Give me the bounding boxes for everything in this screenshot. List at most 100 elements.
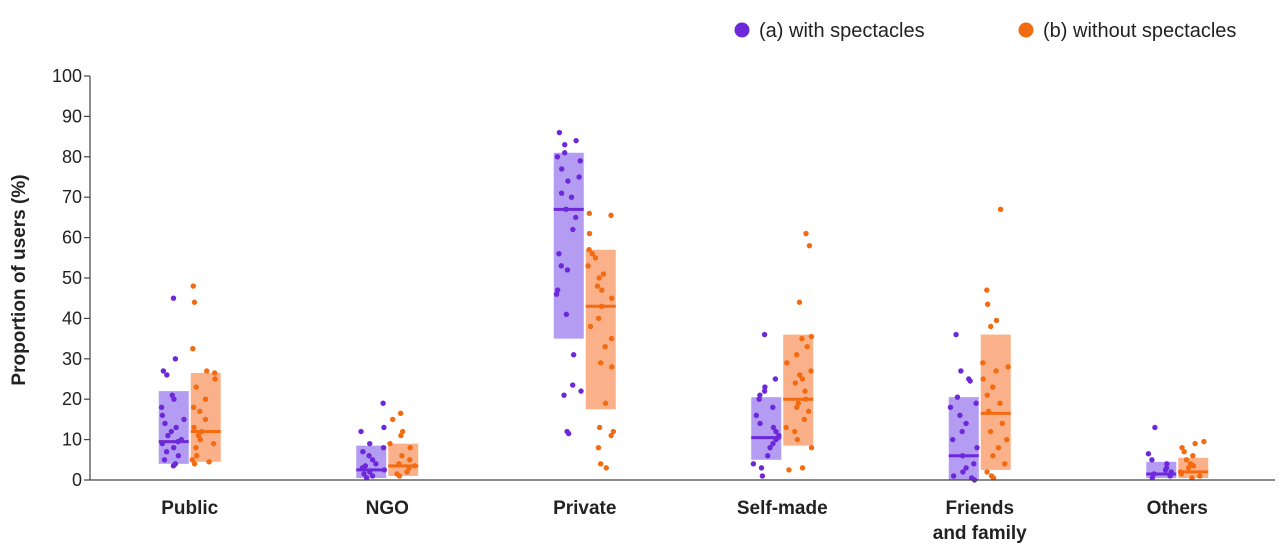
- y-tick-label: 20: [62, 389, 82, 409]
- data-point: [799, 376, 806, 382]
- data-point: [984, 301, 991, 307]
- data-point: [170, 463, 177, 469]
- iqr-band: [751, 397, 782, 460]
- data-point: [573, 214, 579, 221]
- data-point: [808, 368, 814, 374]
- data-point: [603, 465, 609, 471]
- data-point: [404, 469, 410, 475]
- data-point: [602, 400, 609, 406]
- data-point: [592, 255, 599, 261]
- data-point: [189, 457, 195, 463]
- data-point: [1197, 473, 1203, 479]
- y-tick-label: 60: [62, 228, 82, 248]
- data-point: [399, 428, 406, 435]
- data-point: [999, 420, 1005, 427]
- data-point: [565, 178, 571, 184]
- data-point: [595, 444, 602, 451]
- data-point: [193, 384, 199, 390]
- median-lines: [158, 207, 1209, 476]
- data-point: [202, 416, 209, 423]
- data-point: [191, 299, 198, 305]
- data-point: [561, 392, 567, 398]
- data-point: [553, 291, 560, 297]
- data-point: [589, 251, 595, 257]
- data-point: [947, 404, 954, 410]
- data-point: [770, 404, 776, 410]
- legend-label: (a) with spectacles: [759, 20, 925, 42]
- data-point: [1189, 475, 1195, 481]
- data-point: [997, 400, 1003, 406]
- data-point: [958, 368, 964, 374]
- data-point: [193, 444, 199, 451]
- legend-marker: [734, 22, 750, 38]
- data-point: [398, 432, 404, 439]
- data-point: [799, 465, 806, 471]
- data-point: [758, 465, 765, 471]
- data-point: [175, 453, 182, 459]
- data-point: [608, 432, 614, 439]
- legend-label: (b) without spectacles: [1043, 20, 1236, 42]
- x-axis: Public NGO Private Self-made Friends and fami…: [90, 479, 1275, 544]
- data-point: [783, 424, 789, 431]
- y-tick-label: 0: [72, 470, 82, 490]
- data-point: [799, 335, 805, 342]
- data-point: [373, 461, 379, 467]
- data-point: [980, 376, 986, 382]
- data-point: [609, 364, 615, 370]
- data-point: [597, 461, 604, 467]
- data-point: [594, 283, 601, 289]
- data-point: [973, 400, 979, 406]
- y-tick-label: 40: [62, 308, 82, 328]
- data-point: [585, 263, 591, 269]
- data-point: [577, 158, 583, 164]
- data-point: [1185, 465, 1192, 471]
- data-point: [770, 440, 776, 447]
- data-point: [803, 230, 809, 237]
- data-point: [963, 420, 969, 427]
- data-point: [558, 190, 565, 196]
- data-point: [190, 404, 197, 410]
- x-category-label: Friends and family: [933, 498, 1027, 544]
- data-point: [797, 372, 803, 378]
- data-point: [363, 475, 370, 481]
- data-point: [358, 428, 364, 435]
- data-point: [990, 384, 996, 390]
- data-point: [367, 440, 373, 447]
- data-point: [562, 141, 568, 148]
- legend: (a) with spectacles (b) without spectacle…: [734, 20, 1236, 42]
- data-point: [360, 449, 366, 455]
- data-point: [193, 453, 200, 459]
- data-point: [1164, 461, 1170, 467]
- data-point: [761, 388, 768, 394]
- data-point: [389, 416, 396, 423]
- data-point: [997, 206, 1004, 213]
- data-point: [794, 404, 800, 410]
- data-point: [949, 436, 956, 443]
- x-category-label: Self-made: [737, 498, 828, 519]
- data-point: [169, 392, 175, 398]
- data-point: [971, 461, 977, 467]
- data-point: [974, 444, 980, 451]
- y-tick-label: 70: [62, 187, 82, 207]
- data-point: [587, 323, 594, 330]
- data-point: [190, 283, 196, 289]
- data-point: [160, 368, 167, 374]
- data-point: [565, 430, 572, 437]
- data-point: [396, 473, 403, 479]
- data-point: [210, 440, 217, 447]
- data-point: [759, 473, 766, 479]
- data-point: [761, 331, 768, 338]
- data-point: [993, 317, 1000, 324]
- data-point: [770, 424, 777, 431]
- data-point: [772, 376, 779, 382]
- data-point: [1145, 451, 1152, 457]
- data-point: [562, 150, 568, 156]
- data-point: [554, 154, 561, 160]
- data-point: [608, 335, 615, 342]
- data-point: [168, 428, 175, 435]
- data-point: [609, 295, 615, 301]
- data-point: [570, 226, 576, 233]
- data-point: [793, 352, 800, 358]
- data-point: [197, 436, 203, 443]
- data-point: [173, 424, 179, 431]
